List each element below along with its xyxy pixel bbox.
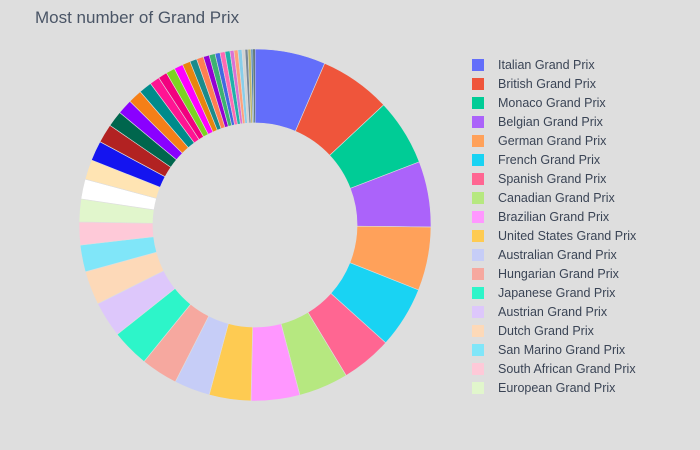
legend-swatch	[472, 191, 484, 204]
legend-swatch	[472, 77, 484, 90]
legend-swatch	[472, 381, 484, 394]
legend-item[interactable]: British Grand Prix	[472, 74, 697, 93]
legend-label: Spanish Grand Prix	[498, 171, 607, 186]
legend-item[interactable]: Canadian Grand Prix	[472, 188, 697, 207]
legend-item[interactable]: San Marino Grand Prix	[472, 340, 697, 359]
legend-label: Belgian Grand Prix	[498, 114, 603, 129]
donut-chart	[78, 48, 432, 402]
legend-item[interactable]: Australian Grand Prix	[472, 245, 697, 264]
legend-label: British Grand Prix	[498, 76, 596, 91]
legend-label: European Grand Prix	[498, 380, 616, 395]
legend-swatch	[472, 324, 484, 337]
legend-swatch	[472, 248, 484, 261]
legend-label: Dutch Grand Prix	[498, 323, 594, 338]
legend-item[interactable]: German Grand Prix	[472, 131, 697, 150]
legend-item[interactable]: Spanish Grand Prix	[472, 169, 697, 188]
legend-label: South African Grand Prix	[498, 361, 636, 376]
chart-title: Most number of Grand Prix	[35, 8, 240, 27]
legend-item[interactable]: Japanese Grand Prix	[472, 283, 697, 302]
legend-item[interactable]: Hungarian Grand Prix	[472, 264, 697, 283]
legend-label: San Marino Grand Prix	[498, 342, 626, 357]
legend-label: Australian Grand Prix	[498, 247, 617, 262]
legend-item[interactable]: South African Grand Prix	[472, 359, 697, 378]
legend-swatch	[472, 96, 484, 109]
legend-label: Monaco Grand Prix	[498, 95, 606, 110]
legend-swatch	[472, 134, 484, 147]
legend-swatch	[472, 210, 484, 223]
legend-label: United States Grand Prix	[498, 228, 637, 243]
legend-item[interactable]: Monaco Grand Prix	[472, 93, 697, 112]
legend-label: Italian Grand Prix	[498, 57, 595, 72]
legend-swatch	[472, 343, 484, 356]
legend-swatch	[472, 362, 484, 375]
legend-item[interactable]: European Grand Prix	[472, 378, 697, 397]
donut-slices	[78, 48, 432, 402]
legend-swatch	[472, 172, 484, 185]
legend-label: Austrian Grand Prix	[498, 304, 608, 319]
legend-item[interactable]: Belgian Grand Prix	[472, 112, 697, 131]
legend-item[interactable]: French Grand Prix	[472, 150, 697, 169]
legend-swatch	[472, 229, 484, 242]
legend-item[interactable]: Brazilian Grand Prix	[472, 207, 697, 226]
legend-swatch	[472, 115, 484, 128]
legend-swatch	[472, 305, 484, 318]
legend-swatch	[472, 58, 484, 71]
legend-item[interactable]: Italian Grand Prix	[472, 55, 697, 74]
legend-label: Japanese Grand Prix	[498, 285, 616, 300]
legend-label: Canadian Grand Prix	[498, 190, 615, 205]
legend-swatch	[472, 153, 484, 166]
legend-label: German Grand Prix	[498, 133, 607, 148]
legend-swatch	[472, 286, 484, 299]
legend-label: Brazilian Grand Prix	[498, 209, 610, 224]
donut-slice[interactable]	[252, 48, 256, 124]
legend-label: French Grand Prix	[498, 152, 601, 167]
legend-item[interactable]: Dutch Grand Prix	[472, 321, 697, 340]
legend-swatch	[472, 267, 484, 280]
legend-item[interactable]: United States Grand Prix	[472, 226, 697, 245]
legend: Italian Grand Prix British Grand Prix Mona…	[472, 55, 697, 397]
legend-label: Hungarian Grand Prix	[498, 266, 619, 281]
legend-item[interactable]: Austrian Grand Prix	[472, 302, 697, 321]
